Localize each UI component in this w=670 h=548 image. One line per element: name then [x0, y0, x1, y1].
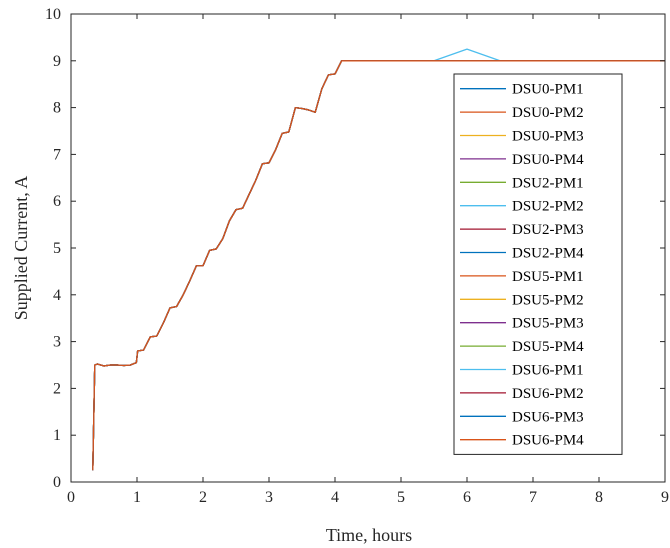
y-tick-label: 4: [53, 287, 61, 304]
x-tick-label: 1: [133, 489, 141, 506]
y-tick-label: 6: [53, 193, 61, 210]
y-tick-label: 7: [53, 146, 61, 163]
legend-label: DSU5-PM1: [512, 269, 584, 285]
y-axis-label: Supplied Current, A: [11, 176, 31, 321]
legend-label: DSU0-PM3: [512, 129, 584, 145]
legend-label: DSU2-PM2: [512, 199, 584, 215]
y-tick-label: 9: [53, 53, 61, 70]
legend-label: DSU6-PM3: [512, 409, 584, 425]
x-tick-label: 3: [265, 489, 273, 506]
legend-label: DSU2-PM4: [512, 246, 584, 262]
x-tick-label: 0: [67, 489, 75, 506]
legend-label: DSU6-PM1: [512, 363, 584, 379]
y-tick-label: 2: [53, 380, 61, 397]
y-tick-label: 3: [53, 334, 61, 351]
y-tick-label: 0: [53, 474, 61, 491]
y-tick-label: 10: [45, 6, 61, 23]
x-axis-label: Time, hours: [326, 525, 412, 545]
legend-label: DSU6-PM4: [512, 433, 584, 449]
legend-label: DSU5-PM3: [512, 316, 584, 332]
x-tick-label: 8: [595, 489, 603, 506]
legend-label: DSU0-PM1: [512, 82, 584, 98]
legend-label: DSU2-PM3: [512, 222, 584, 238]
x-tick-label: 9: [661, 489, 669, 506]
legend: DSU0-PM1 DSU0-PM2 DSU0-PM3 DSU0-PM4 DSU2-PM1…: [454, 74, 622, 454]
x-tick-label: 2: [199, 489, 207, 506]
legend-label: DSU5-PM4: [512, 339, 584, 355]
x-tick-label: 7: [529, 489, 537, 506]
x-tick-label: 6: [463, 489, 471, 506]
y-tick-label: 5: [53, 240, 61, 257]
legend-label: DSU5-PM2: [512, 292, 584, 308]
y-tick-label: 8: [53, 100, 61, 117]
legend-label: DSU6-PM2: [512, 386, 584, 402]
legend-label: DSU0-PM4: [512, 152, 584, 168]
y-tick-label: 1: [53, 427, 61, 444]
legend-label: DSU0-PM2: [512, 105, 584, 121]
x-tick-label: 5: [397, 489, 405, 506]
x-tick-label: 4: [331, 489, 339, 506]
legend-label: DSU2-PM1: [512, 175, 584, 191]
